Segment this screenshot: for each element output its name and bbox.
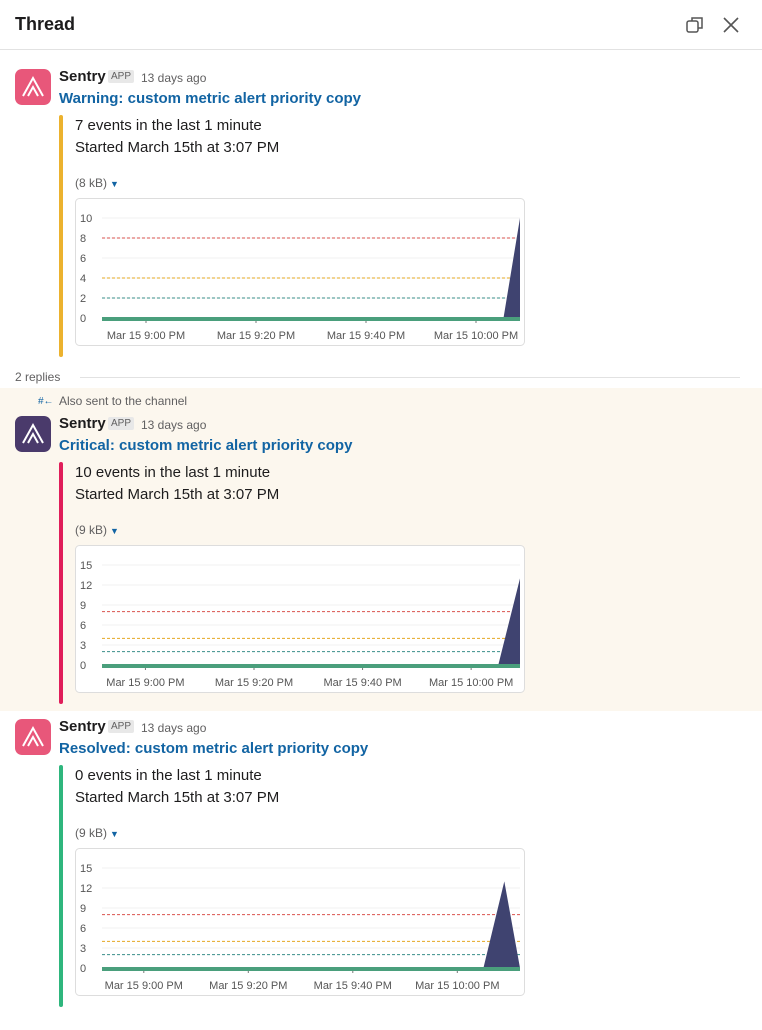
y-tick-label: 4 [80, 273, 86, 285]
alert-link[interactable]: Resolved: custom metric alert priority c… [59, 740, 369, 757]
y-tick-label: 6 [80, 923, 86, 935]
avatar [15, 416, 51, 452]
avatar-icon [22, 725, 44, 747]
timestamp[interactable]: 13 days ago [141, 71, 207, 85]
y-tick-label: 12 [80, 580, 92, 592]
collapse-toggle: ▼ [110, 179, 119, 189]
size-label: (9 kB) [75, 826, 108, 840]
attachment-size: (9 kB) ▼ [75, 826, 119, 840]
accent-bar [59, 115, 63, 357]
channel-icon: #← [38, 396, 52, 406]
y-tick-label: 9 [80, 600, 86, 612]
message-line: 7 events in the last 1 minute [75, 117, 262, 134]
size-label: (8 kB) [75, 176, 108, 190]
x-tick-label: Mar 15 9:00 PM [106, 677, 184, 689]
close-button[interactable] [722, 16, 740, 34]
x-tick-label: Mar 15 9:20 PM [217, 330, 295, 342]
y-tick-label: 0 [80, 313, 86, 325]
x-tick-label: Mar 15 9:00 PM [107, 330, 185, 342]
message-line: Started March 15th at 3:07 PM [75, 139, 280, 156]
accent-bar [59, 765, 63, 1007]
y-tick-label: 8 [80, 233, 86, 245]
app-badge: APP [108, 70, 135, 83]
collapse-toggle: ▼ [110, 829, 119, 839]
status-band [102, 317, 520, 321]
x-tick-label: Mar 15 9:40 PM [323, 677, 401, 689]
y-tick-label: 6 [80, 253, 86, 265]
also-sent-note: Also sent to the channel [59, 394, 188, 408]
x-tick-label: Mar 15 9:40 PM [327, 330, 405, 342]
message-line: 10 events in the last 1 minute [75, 464, 271, 481]
header: Thread [0, 0, 762, 50]
avatar-icon [22, 422, 44, 444]
app-badge: APP [108, 720, 135, 733]
x-tick-label: Mar 15 10:00 PM [415, 980, 499, 992]
open-window-button[interactable] [686, 16, 704, 34]
accent-bar [59, 462, 63, 704]
timestamp[interactable]: 13 days ago [141, 721, 207, 735]
avatar [15, 69, 51, 105]
sender-name: Sentry [59, 68, 106, 85]
collapse-toggle: ▼ [110, 526, 119, 536]
attachment-size: (9 kB) ▼ [75, 523, 119, 537]
x-tick-label: Mar 15 9:00 PM [105, 980, 183, 992]
avatar [15, 719, 51, 755]
size-label: (9 kB) [75, 523, 108, 537]
y-tick-label: 10 [80, 213, 92, 225]
attachment-size: (8 kB) ▼ [75, 176, 119, 190]
svg-text:#←: #← [38, 396, 52, 406]
alert-link[interactable]: Critical: custom metric alert priority c… [59, 437, 353, 454]
replies-count[interactable]: 2 replies [15, 370, 61, 384]
x-tick-label: Mar 15 10:00 PM [434, 330, 518, 342]
status-band [102, 664, 520, 668]
y-tick-label: 12 [80, 883, 92, 895]
chart: 0 3 6 9 12 15 Mar 15 9:00 PM Mar 15 9:20 PM Mar … [75, 848, 525, 996]
chart: 0 2 4 6 8 10 Mar 15 9:00 PM Mar 15 9:20 PM Mar 1… [75, 198, 525, 346]
y-tick-label: 3 [80, 640, 86, 652]
message-line: 0 events in the last 1 minute [75, 767, 262, 784]
sender-name: Sentry [59, 415, 106, 432]
y-tick-label: 0 [80, 963, 86, 975]
chart-frame [75, 545, 525, 693]
y-tick-label: 6 [80, 620, 86, 632]
chart-frame [75, 198, 525, 346]
alert-link[interactable]: Warning: custom metric alert priority co… [59, 90, 361, 107]
status-band [102, 967, 520, 971]
thread-title: Thread [15, 14, 76, 34]
x-tick-label: Mar 15 10:00 PM [429, 677, 513, 689]
x-tick-label: Mar 15 9:20 PM [209, 980, 287, 992]
divider [80, 377, 740, 378]
avatar-icon [22, 75, 44, 97]
y-tick-label: 9 [80, 903, 86, 915]
y-tick-label: 15 [80, 863, 92, 875]
x-tick-label: Mar 15 9:40 PM [314, 980, 392, 992]
x-tick-label: Mar 15 9:20 PM [215, 677, 293, 689]
y-tick-label: 3 [80, 943, 86, 955]
chart-frame [75, 848, 525, 996]
timestamp[interactable]: 13 days ago [141, 418, 207, 432]
y-tick-label: 0 [80, 660, 86, 672]
chart: 0 3 6 9 12 15 Mar 15 9:00 PM Mar 15 9:20 PM Mar … [75, 545, 525, 693]
y-tick-label: 15 [80, 560, 92, 572]
sender-name: Sentry [59, 718, 106, 735]
message-line: Started March 15th at 3:07 PM [75, 486, 280, 503]
y-tick-label: 2 [80, 293, 86, 305]
message-line: Started March 15th at 3:07 PM [75, 789, 280, 806]
app-badge: APP [108, 417, 135, 430]
